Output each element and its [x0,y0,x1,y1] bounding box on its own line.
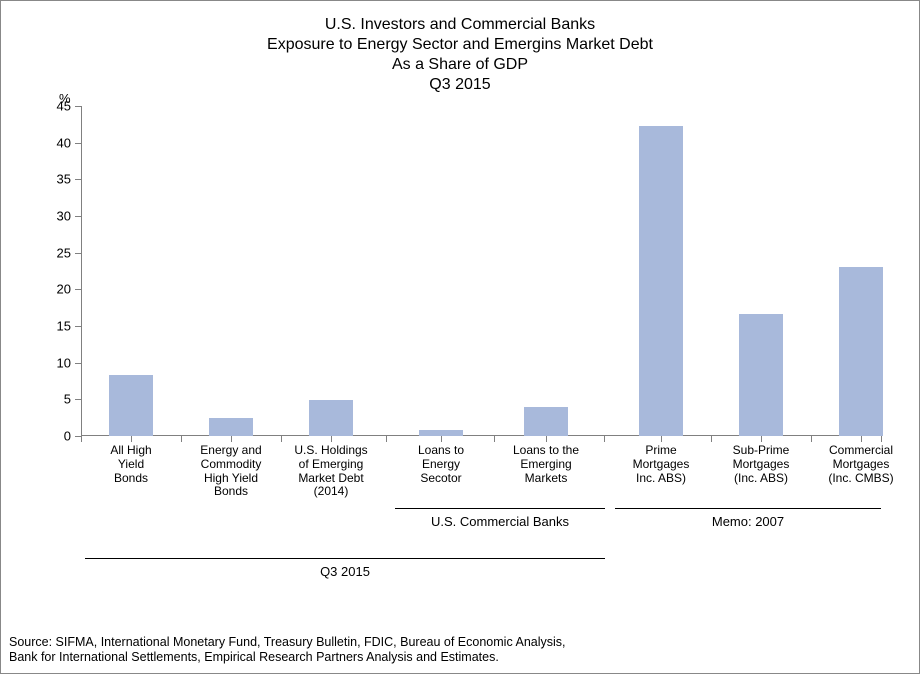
bar [309,400,353,436]
x-tick [546,436,547,442]
bar [639,126,683,436]
group-line [395,508,605,509]
y-tick-label: 40 [57,135,71,150]
source-footnote: Source: SIFMA, International Monetary Fu… [9,635,566,665]
y-tick [75,289,81,290]
x-tick-label: CommercialMortgages(Inc. CMBS) [806,444,916,485]
title-line-1: U.S. Investors and Commercial Banks [1,15,919,35]
y-tick [75,179,81,180]
x-tick-label: PrimeMortgagesInc. ABS) [606,444,716,485]
group-line [85,558,605,559]
x-tick-label: Loans to theEmergingMarkets [491,444,601,485]
y-axis [81,106,82,436]
y-tick [75,216,81,217]
x-tick-label: Sub-PrimeMortgages(Inc. ABS) [706,444,816,485]
title-line-3: As a Share of GDP [1,55,919,75]
x-tick-boundary [604,436,605,442]
y-tick-label: 30 [57,209,71,224]
x-tick-boundary [711,436,712,442]
y-tick [75,106,81,107]
bar [209,418,253,436]
x-tick-label: Energy andCommodityHigh YieldBonds [176,444,286,499]
y-tick-label: 45 [57,99,71,114]
x-tick [661,436,662,442]
chart-container: U.S. Investors and Commercial Banks Expo… [1,1,919,673]
x-tick-boundary [181,436,182,442]
bar [739,314,783,436]
plot-area: 051015202530354045All HighYieldBondsEner… [81,106,881,436]
x-tick-boundary [494,436,495,442]
y-tick-label: 5 [64,392,71,407]
x-tick-boundary [281,436,282,442]
x-tick-boundary [81,436,82,442]
y-tick-label: 25 [57,245,71,260]
chart-title: U.S. Investors and Commercial Banks Expo… [1,1,919,95]
title-line-4: Q3 2015 [1,75,919,95]
y-tick [75,399,81,400]
y-tick [75,253,81,254]
group-label: U.S. Commercial Banks [395,514,605,529]
source-line-1: Source: SIFMA, International Monetary Fu… [9,635,566,650]
y-tick-label: 20 [57,282,71,297]
group-label: Memo: 2007 [615,514,881,529]
group-line [615,508,881,509]
x-tick [761,436,762,442]
y-tick-label: 35 [57,172,71,187]
x-tick [331,436,332,442]
y-tick-label: 0 [64,429,71,444]
y-tick-label: 15 [57,319,71,334]
y-tick [75,143,81,144]
bar [109,375,153,436]
x-tick [131,436,132,442]
bar [524,407,568,436]
x-tick-label: All HighYieldBonds [76,444,186,485]
y-tick-label: 10 [57,355,71,370]
x-tick-boundary [811,436,812,442]
x-tick-boundary [881,436,882,442]
y-tick [75,326,81,327]
group-label: Q3 2015 [85,564,605,579]
x-tick-label: U.S. Holdingsof EmergingMarket Debt(2014… [276,444,386,499]
x-tick [861,436,862,442]
x-tick-boundary [386,436,387,442]
x-tick [231,436,232,442]
y-tick [75,363,81,364]
x-tick-label: Loans toEnergySecotor [386,444,496,485]
title-line-2: Exposure to Energy Sector and Emergins M… [1,35,919,55]
source-line-2: Bank for International Settlements, Empi… [9,650,566,665]
x-tick [441,436,442,442]
bar [839,267,883,436]
